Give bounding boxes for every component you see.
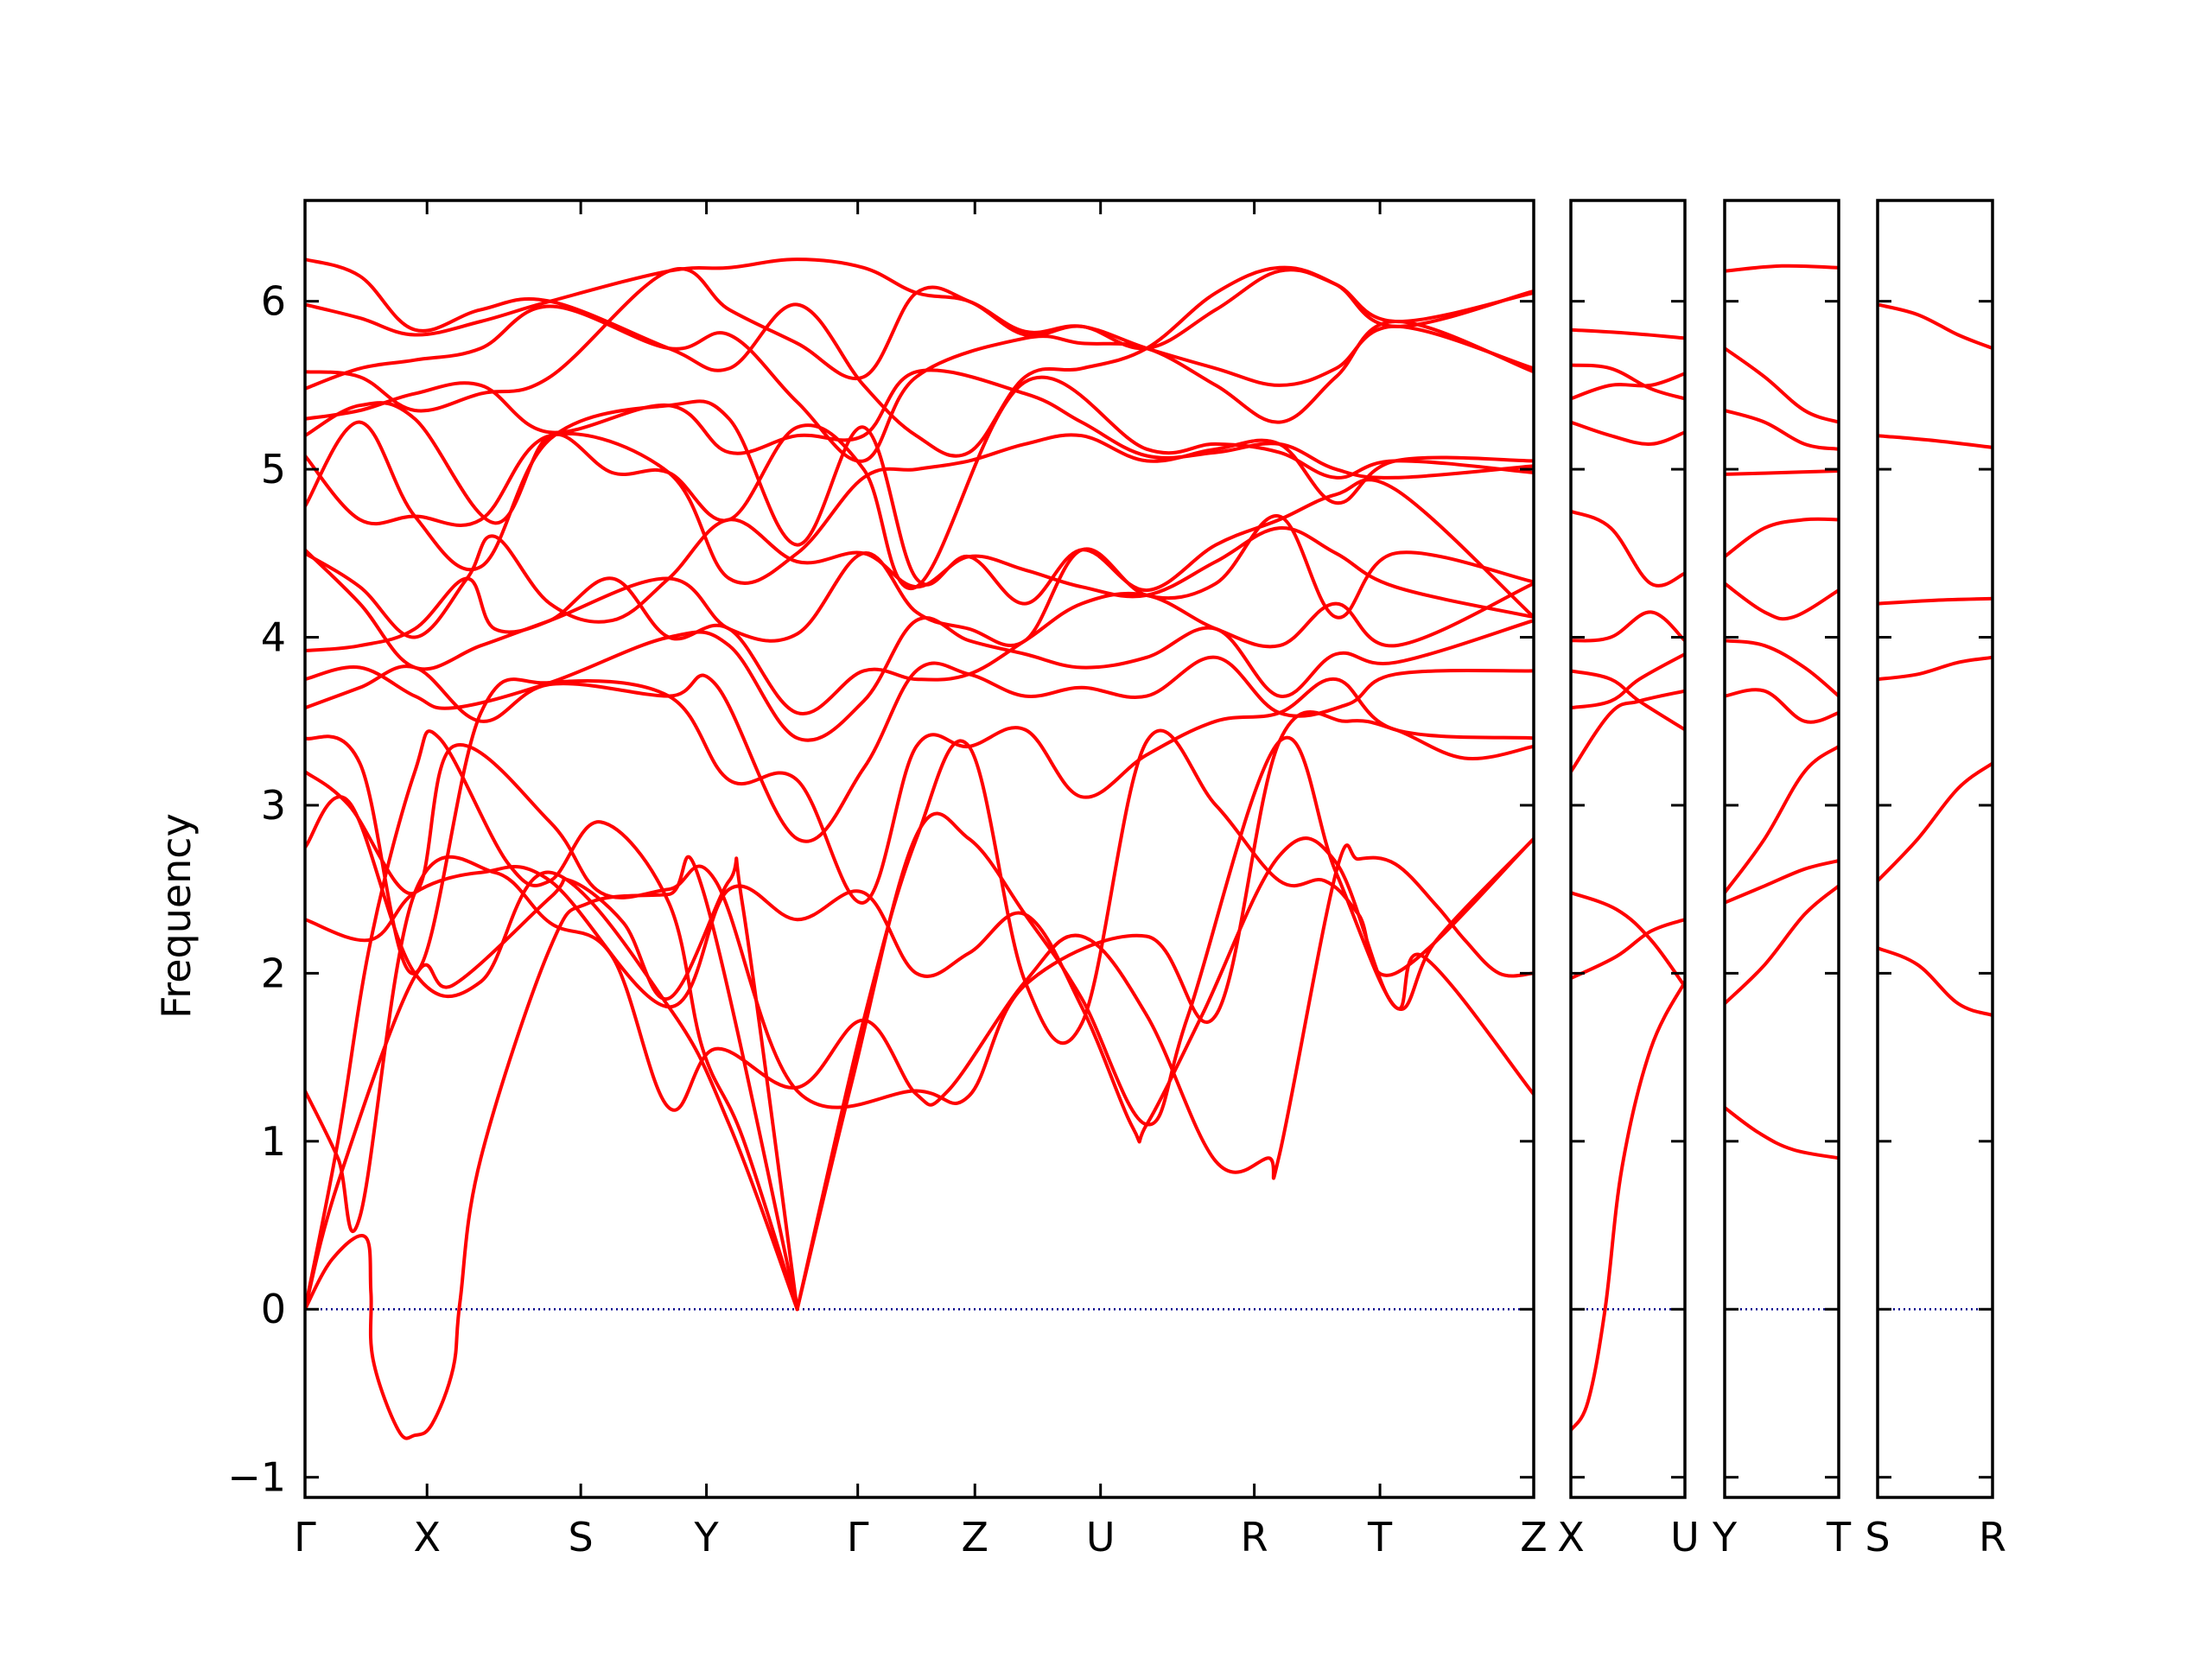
band-line	[1571, 327, 1685, 340]
band-line	[305, 843, 1534, 1234]
x-tick-label: U	[1670, 1514, 1700, 1560]
band-line	[1878, 596, 1993, 606]
x-tick-label: Γ	[294, 1514, 316, 1560]
band-line	[305, 576, 1534, 715]
band-line	[305, 616, 1534, 742]
band-line	[1571, 372, 1685, 401]
band-line	[305, 514, 1534, 671]
band-line	[795, 728, 1534, 1312]
y-tick-label: 2	[261, 950, 286, 996]
band-line	[1571, 918, 1685, 981]
x-tick-label: Y	[694, 1514, 720, 1560]
band-line	[1725, 688, 1839, 724]
band-line	[305, 375, 1534, 590]
panel-main: −1 0 1 2 3 4 5 6 Γ X S Y Γ Z U R T Z	[227, 199, 1548, 1560]
band-line	[1571, 509, 1685, 588]
bands	[1878, 302, 1993, 1017]
panel-frame	[1876, 199, 1994, 1499]
panel-frame	[1569, 199, 1687, 1499]
y-tick-label: 1	[261, 1118, 286, 1165]
band-line	[305, 257, 1534, 387]
x-tick-label: R	[1979, 1514, 2006, 1560]
band-line	[305, 795, 799, 1312]
band-line	[1725, 517, 1839, 559]
x-tick-label: Z	[1520, 1514, 1548, 1560]
x-tick-label: S	[1865, 1514, 1890, 1560]
x-tick-label: X	[413, 1514, 441, 1560]
x-tick-label: R	[1241, 1514, 1268, 1560]
bands	[305, 257, 1534, 1440]
band-line	[1571, 610, 1685, 643]
band-line	[1878, 946, 1993, 1017]
bands	[1725, 264, 1839, 1160]
y-tick-label: 3	[261, 782, 286, 829]
band-line	[1878, 655, 1993, 682]
band-line	[1725, 346, 1839, 424]
band-line	[1878, 434, 1993, 449]
x-tick-label: U	[1086, 1514, 1116, 1560]
x-tick-label: T	[1367, 1514, 1393, 1560]
band-line	[1878, 302, 1993, 351]
band-line	[795, 735, 1534, 1312]
band-line	[1725, 469, 1839, 476]
band-line	[305, 855, 799, 1440]
band-line	[1725, 409, 1839, 451]
x-tick-label: T	[1826, 1514, 1852, 1560]
bands	[1571, 327, 1685, 1433]
band-line	[305, 368, 1534, 480]
band-line	[305, 655, 1534, 843]
panel-frame	[303, 199, 1535, 1499]
band-line	[1725, 744, 1839, 895]
y-tick-label: 6	[261, 278, 286, 325]
x-tick-label: Γ	[847, 1514, 869, 1560]
band-line	[305, 431, 1534, 585]
band-line	[1571, 980, 1685, 1433]
band-line	[305, 709, 1534, 1109]
y-tick-label: −1	[227, 1454, 286, 1501]
x-tick-label: S	[569, 1514, 594, 1560]
band-line	[1571, 689, 1685, 774]
band-line	[1571, 669, 1685, 732]
band-line	[305, 677, 1534, 976]
band-line	[305, 304, 1534, 463]
band-line	[305, 257, 1534, 458]
y-axis-label: Frequency	[153, 813, 200, 1019]
band-line	[1571, 652, 1685, 710]
band-line	[1725, 859, 1839, 905]
band-line	[305, 267, 1534, 413]
y-tick-label: 4	[261, 614, 286, 661]
band-line	[1725, 264, 1839, 273]
band-line	[1571, 891, 1685, 988]
band-line	[1725, 582, 1839, 621]
x-tick-label: X	[1557, 1514, 1585, 1560]
band-line	[1725, 639, 1839, 698]
band-line	[305, 729, 799, 1312]
band-line	[1571, 420, 1685, 446]
panel-frame	[1723, 199, 1840, 1499]
band-line	[305, 399, 1534, 620]
band-line	[305, 836, 1534, 1144]
y-tick-label: 0	[261, 1286, 286, 1332]
band-line	[1725, 884, 1839, 1006]
band-line	[1725, 1105, 1839, 1160]
x-tick-label: Y	[1712, 1514, 1738, 1560]
x-tick-label: Z	[961, 1514, 988, 1560]
band-line	[1571, 363, 1685, 401]
y-tick-label: 5	[261, 446, 286, 493]
band-line	[1878, 761, 1993, 883]
